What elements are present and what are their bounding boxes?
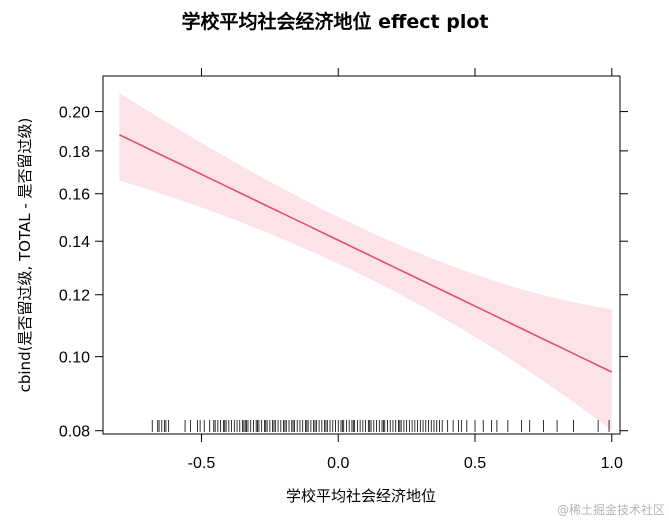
y-tick-label: 0.14	[59, 234, 90, 251]
y-tick-label: 0.20	[59, 105, 90, 122]
x-tick-label: -0.5	[188, 455, 216, 472]
y-axis-label: cbind(是否留过级, TOTAL - 是否留过级)	[16, 118, 34, 393]
y-axis: 0.08 0.10 0.12 0.14 0.16 0.18 0.20	[59, 105, 628, 441]
fit-line	[119, 134, 613, 373]
rug-marks	[151, 420, 610, 432]
confidence-band	[119, 93, 612, 431]
y-tick-label: 0.18	[59, 144, 90, 161]
y-tick-label: 0.16	[59, 187, 90, 204]
y-tick-label: 0.10	[59, 350, 90, 367]
x-axis-label: 学校平均社会经济地位	[286, 487, 436, 505]
plot-frame	[102, 75, 621, 435]
y-tick-label: 0.12	[59, 288, 90, 305]
x-tick-label: 0.5	[464, 455, 486, 472]
watermark: @稀土掘金技术社区	[557, 502, 665, 517]
x-tick-label: 0.0	[327, 455, 349, 472]
y-tick-label: 0.08	[59, 424, 90, 441]
x-axis: -0.5 0.0 0.5 1.0	[188, 68, 623, 472]
x-tick-label: 1.0	[601, 455, 623, 472]
chart-title: 学校平均社会经济地位 effect plot	[182, 10, 489, 33]
